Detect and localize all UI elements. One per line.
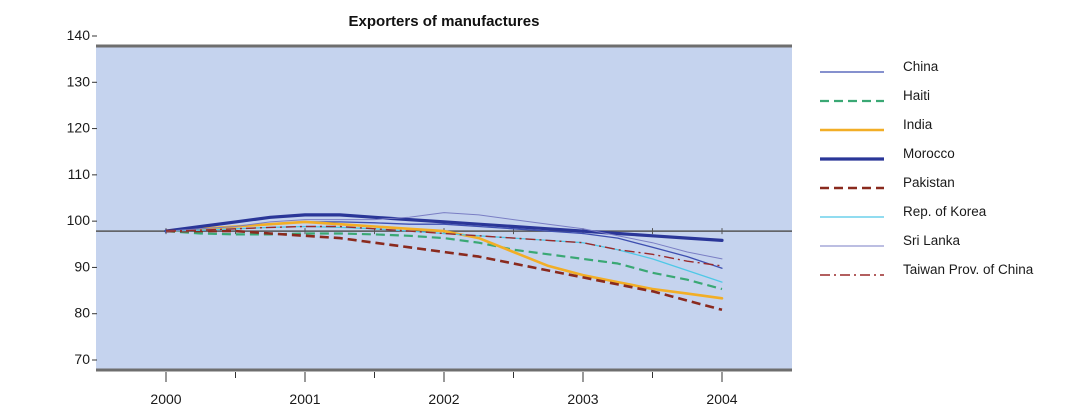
series-line-pakistan [166,229,723,312]
series-lines [164,212,724,312]
y-tick-label: 70 [74,351,90,367]
legend-label: India [903,117,933,132]
legend-label: Rep. of Korea [903,204,987,219]
x-axis: 2000 2001 2002 2003 2004 [150,228,738,407]
y-tick-label: 80 [74,305,90,321]
series-line-haiti [165,230,723,291]
x-tick-label: 2004 [706,391,737,407]
legend-label: Pakistan [903,175,955,190]
y-tick-label: 110 [68,166,91,182]
x-tick-label: 2000 [150,391,181,407]
series-line-morocco [164,213,724,242]
series-line-sri-lanka [165,212,723,260]
y-tick-label: 120 [67,120,91,136]
y-axis: 140 130 120 110 100 90 80 70 [67,27,97,367]
legend-label: Sri Lanka [903,233,961,248]
series-line-india [164,220,724,300]
x-tick-label: 2001 [289,391,320,407]
legend-label: Morocco [903,146,955,161]
series-line-rep-of-korea [165,225,723,283]
y-tick-label: 90 [74,258,90,274]
plot-area [96,46,792,370]
x-tick-label: 2003 [567,391,598,407]
chart-title: Exporters of manufactures [349,13,540,30]
legend-label: China [903,59,939,74]
legend-label: Taiwan Prov. of China [903,262,1034,277]
y-tick-label: 140 [67,27,91,43]
x-tick-label: 2002 [428,391,459,407]
legend-label: Haiti [903,88,930,103]
legend: China Haiti India Morocco Pakistan Rep. of Ko… [820,59,1034,277]
y-tick-label: 130 [67,73,91,89]
series-line-taiwan-prov-of-china [165,225,723,267]
y-tick-label: 100 [67,212,91,228]
